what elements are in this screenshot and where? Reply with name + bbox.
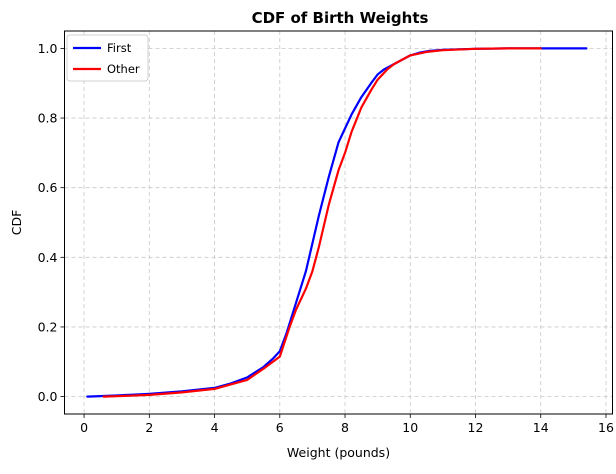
x-tick-label: 8 <box>341 420 349 435</box>
y-tick-label: 0.6 <box>38 180 58 195</box>
legend-label-other: Other <box>107 62 140 76</box>
x-tick-label: 4 <box>211 420 219 435</box>
x-tick-label: 0 <box>80 420 88 435</box>
x-tick-label: 14 <box>533 420 549 435</box>
plot-frame <box>64 30 613 415</box>
x-tick-label: 16 <box>598 420 614 435</box>
series-line-other <box>102 47 542 398</box>
y-tick-label: 0.8 <box>38 111 58 126</box>
legend-label-first: First <box>107 41 132 55</box>
y-tick-label: 0.0 <box>38 389 58 404</box>
x-tick-label: 12 <box>468 420 484 435</box>
x-tick-label: 2 <box>145 420 153 435</box>
series-lines <box>86 47 588 398</box>
legend: First Other <box>66 34 149 82</box>
gridlines <box>64 31 613 414</box>
axis-ticks: 0 2 4 6 8 10 12 14 16 0.0 0.2 0.4 0.6 0.8 1.0 <box>38 41 614 435</box>
y-tick-label: 0.4 <box>38 250 58 265</box>
chart-title: CDF of Birth Weights <box>252 9 429 27</box>
x-tick-label: 6 <box>276 420 284 435</box>
x-axis-label: Weight (pounds) <box>287 445 390 460</box>
x-tick-label: 10 <box>402 420 418 435</box>
y-axis-label: CDF <box>9 210 24 236</box>
y-tick-label: 1.0 <box>38 41 58 56</box>
series-line-first <box>86 47 588 398</box>
y-tick-label: 0.2 <box>38 319 58 334</box>
